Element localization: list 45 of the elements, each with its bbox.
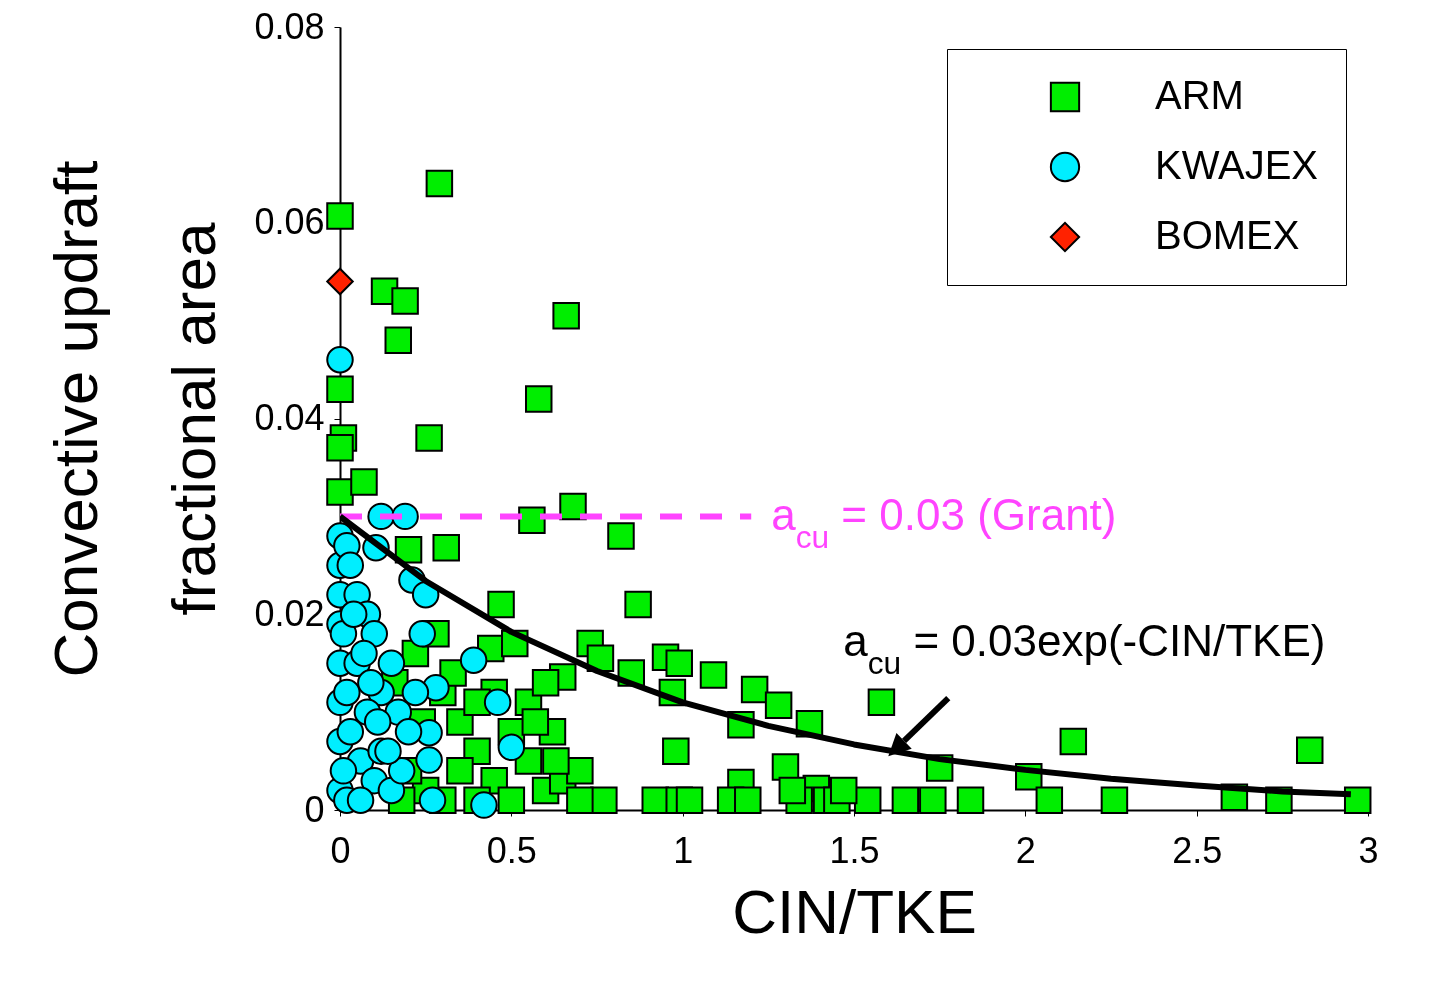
point [387,757,416,785]
legend-label: BOMEX [1155,213,1300,257]
point [350,639,378,668]
y-tick-label: 0.08 [254,5,325,47]
point [483,688,512,717]
point [408,620,436,648]
y-tick-label: 0.04 [254,397,325,438]
point [339,600,368,628]
point [415,746,443,774]
y-tick-label: 0 [304,788,325,830]
x-tick-label: 0.5 [486,829,537,871]
x-tick-label: 2.5 [1172,829,1223,871]
point [329,757,358,785]
point [333,678,361,707]
point [470,791,498,819]
point [336,551,365,580]
point [377,649,406,677]
point [346,786,375,814]
point [377,776,406,805]
x-tick-label: 2 [1015,829,1036,871]
y-tick-label: 0.06 [254,201,325,243]
point [329,620,358,648]
x-tick-label: 1 [673,829,694,871]
x-tick-label: 3 [1358,829,1379,871]
point [360,620,389,648]
point [357,669,385,697]
point [363,708,392,736]
x-axis-title: CIN/TKE [732,876,977,946]
y-axis-title: Convective updraft fractional area [41,160,229,678]
annotation: a$_{cu}$ = 0.03exp(-CIN/TKE) [843,616,1326,682]
series-label: a$_{cu}$ = 0.03 (Grant) [771,490,1117,556]
point [394,717,423,746]
point [326,346,354,374]
point [459,646,488,674]
point [401,678,430,707]
y-tick-label: 0.02 [254,592,325,634]
x-tick-label: 1.5 [829,829,880,871]
point [336,717,365,746]
point [497,733,526,762]
legend-label: ARM [1155,73,1244,117]
legend-label: KWAJEX [1155,143,1318,187]
x-tick-label: 0 [330,829,351,871]
point [418,786,447,814]
point [374,737,402,765]
point [326,267,354,296]
